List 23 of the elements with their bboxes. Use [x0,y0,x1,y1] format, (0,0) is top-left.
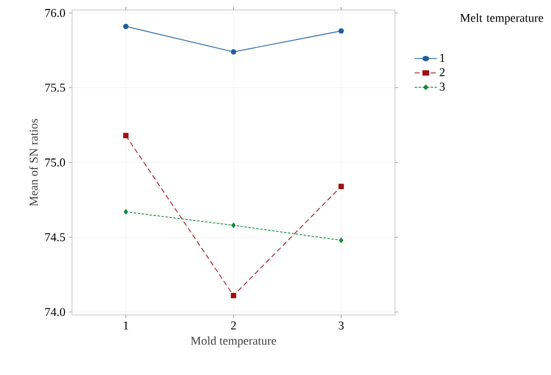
x-tick-label: 1 [124,322,128,330]
point [231,222,236,228]
y-tick-label: 76.0 [45,8,66,18]
point [123,24,129,30]
y-tick-label: 74.0 [45,308,66,316]
x-tick-label: 3 [338,322,344,330]
point [338,184,344,190]
point [123,132,129,138]
point [230,292,236,298]
y-tick-label: 75.5 [45,84,66,92]
y-tick-label: 74.5 [45,233,66,242]
point [124,209,128,215]
legend-title: Melt temperature [460,14,544,24]
legend-label: 1 [440,54,445,62]
point [339,238,344,243]
legend-label: 3 [440,82,445,91]
point [230,49,236,55]
x-tick-label: 2 [231,322,236,330]
legend-label: 2 [440,68,445,76]
y-tick-label: 75.0 [45,158,66,167]
x-axis-title: Mold temperature [190,336,276,348]
y-axis-title: Mean of SN ratios [29,118,38,206]
point [338,28,344,34]
